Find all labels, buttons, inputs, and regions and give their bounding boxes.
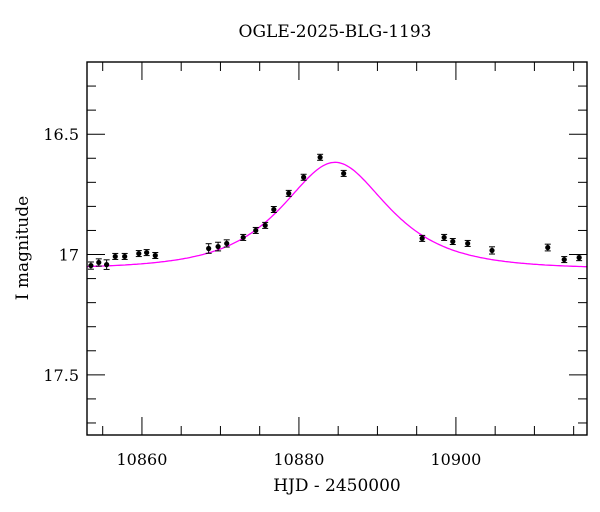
data-point <box>489 246 496 255</box>
data-point <box>419 234 426 242</box>
axis-ticks <box>87 61 587 435</box>
data-point <box>449 238 456 246</box>
y-tick-label: 16.5 <box>43 125 79 144</box>
data-point <box>215 241 222 252</box>
y-tick-label: 17.5 <box>43 366 79 385</box>
data-point <box>87 261 94 270</box>
data-points <box>87 153 583 270</box>
x-tick-label: 10860 <box>116 450 167 469</box>
y-tick-label: 17 <box>59 246 79 265</box>
data-point <box>340 169 347 177</box>
data-point <box>270 206 277 214</box>
data-point <box>441 233 448 241</box>
data-point <box>285 189 292 197</box>
data-point <box>262 221 269 229</box>
data-point <box>561 256 568 264</box>
x-tick-label: 10880 <box>273 450 324 469</box>
data-point <box>223 239 230 248</box>
data-point <box>152 251 159 259</box>
data-point <box>576 254 583 262</box>
data-point <box>135 250 142 258</box>
x-axis-label: HJD - 2450000 <box>273 476 401 496</box>
data-point <box>317 153 324 161</box>
data-point <box>544 243 551 252</box>
x-tick-label: 10900 <box>430 450 481 469</box>
model-curve <box>86 161 587 268</box>
data-point <box>103 259 110 270</box>
data-point <box>240 233 247 241</box>
chart-title: OGLE-2025-BLG-1193 <box>238 22 432 42</box>
data-point <box>143 249 150 257</box>
data-point <box>252 226 259 234</box>
data-point <box>464 239 471 247</box>
data-point <box>95 258 102 267</box>
data-point <box>112 252 119 260</box>
data-point <box>205 243 212 254</box>
plot-frame <box>86 61 588 436</box>
tick-labels: 10860 10880 10900 16.5 17 17.5 <box>43 125 481 469</box>
data-point <box>300 173 307 181</box>
data-point <box>121 252 128 260</box>
